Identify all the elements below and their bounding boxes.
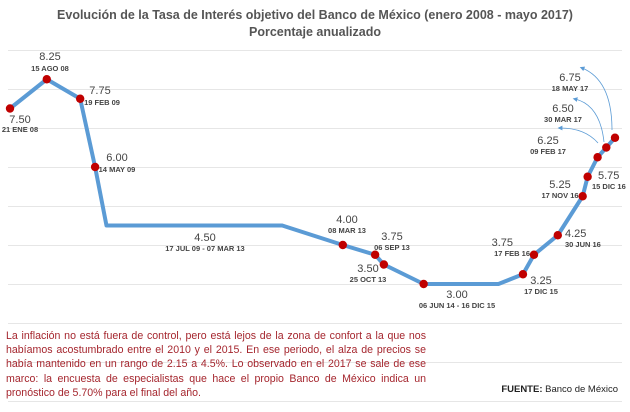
data-point-marker: [593, 153, 602, 162]
data-label-value: 3.25: [530, 275, 551, 287]
data-label-date: 06 JUN 14 - 16 DIC 15: [419, 301, 495, 310]
data-label-value: 6.00: [106, 152, 127, 164]
data-label-date: 08 MAR 13: [328, 226, 366, 235]
data-label-date: 17 JUL 09 - 07 MAR 13: [165, 244, 244, 253]
data-point-marker: [90, 162, 100, 172]
data-label-date: 25 OCT 13: [350, 275, 387, 284]
data-label-date: 18 MAY 17: [552, 84, 589, 93]
data-label-date: 21 ENE 08: [2, 125, 38, 134]
data-label-value: 3.00: [446, 289, 467, 301]
data-point-marker: [583, 172, 592, 181]
data-label-date: 06 SEP 13: [374, 243, 410, 252]
source-label: FUENTE:: [501, 384, 543, 395]
data-label-value: 3.50: [357, 263, 378, 275]
data-label-date: 17 DIC 15: [524, 287, 558, 296]
data-point-marker: [529, 250, 539, 259]
data-point-marker: [5, 104, 15, 113]
commentary-text: La inflación no está fuera de control, p…: [6, 330, 426, 399]
data-label-value: 8.25: [39, 51, 60, 63]
data-label-date: 15 AGO 08: [31, 64, 69, 73]
source-value: Banco de México: [545, 384, 618, 395]
annotation-arrow: [557, 125, 599, 144]
data-point-marker: [42, 75, 51, 84]
data-label-value: 4.00: [336, 214, 357, 226]
data-label-date: 17 FEB 16: [494, 249, 530, 258]
data-label-value: 6.50: [552, 103, 573, 115]
data-label-value: 3.75: [492, 237, 513, 249]
data-label-date: 30 JUN 16: [565, 240, 601, 249]
data-label-date: 19 FEB 09: [84, 98, 120, 107]
data-point-marker: [75, 94, 85, 103]
data-point-marker: [338, 240, 347, 250]
data-label-date: 15 DIC 16: [592, 182, 626, 191]
data-label-value: 7.50: [9, 114, 30, 126]
data-label-value: 4.50: [194, 232, 215, 244]
chart-subtitle: Porcentaje anualizado: [249, 25, 381, 39]
data-point-marker: [370, 250, 380, 259]
data-label-value: 7.75: [89, 85, 110, 97]
data-label-value: 5.75: [598, 170, 619, 182]
data-label-value: 6.75: [559, 72, 580, 84]
data-label-date: 30 MAR 17: [544, 115, 582, 124]
data-label-date: 09 FEB 17: [530, 147, 566, 156]
data-label-value: 3.75: [381, 231, 402, 243]
data-label-value: 6.25: [537, 135, 558, 147]
data-label-value: 4.25: [565, 228, 586, 240]
data-point-marker: [419, 279, 428, 289]
data-point-marker: [518, 270, 528, 279]
data-point-marker: [610, 133, 620, 142]
data-label-value: 5.25: [549, 179, 570, 191]
data-point-marker: [578, 192, 587, 201]
data-point-marker: [379, 260, 389, 269]
source-note: FUENTE: Banco de México: [501, 384, 618, 395]
data-point-marker: [602, 143, 611, 152]
annotation-arrow: [579, 66, 613, 131]
chart-title: Evolución de la Tasa de Interés objetivo…: [57, 8, 573, 22]
data-label-date: 17 NOV 16: [541, 191, 578, 200]
data-label-date: 14 MAY 09: [99, 165, 136, 174]
annotation-arrow: [572, 97, 605, 143]
data-point-marker: [553, 231, 562, 240]
